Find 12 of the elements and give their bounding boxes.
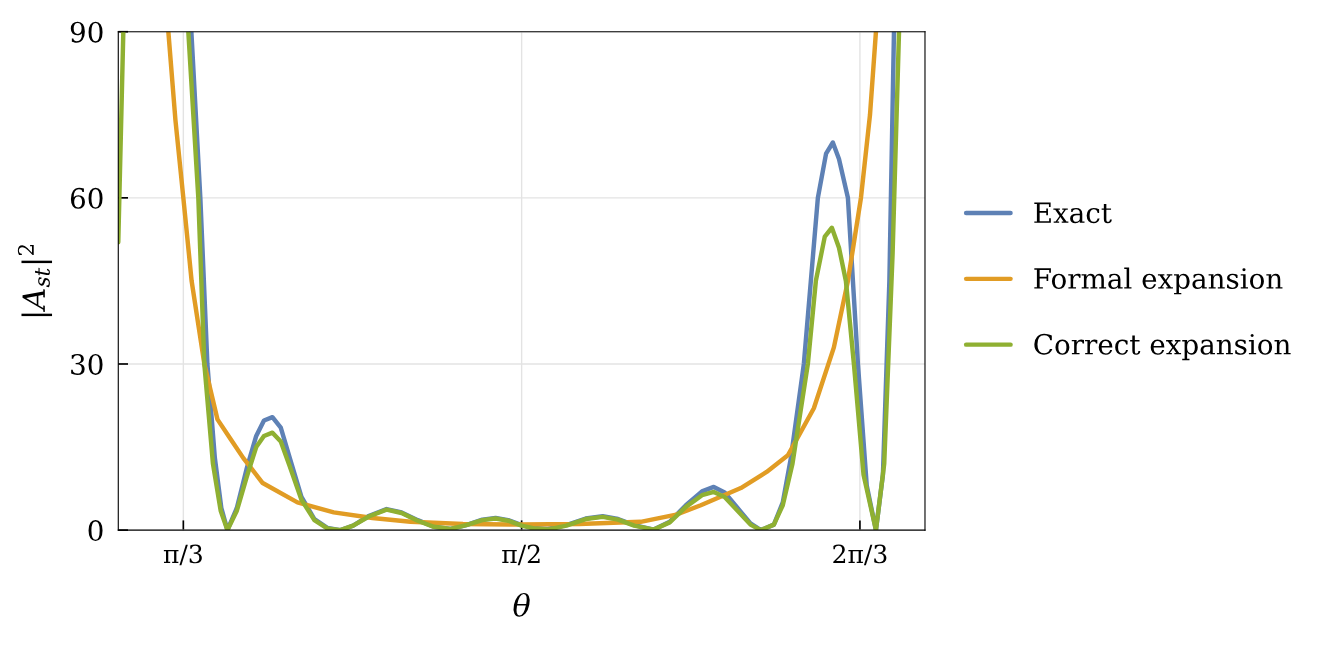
legend-label: Formal expansion (1034, 267, 1283, 295)
y-tick-label: 0 (88, 520, 103, 542)
x-tick-label: 2π/3 (833, 544, 887, 566)
x-axis-title: θ (513, 592, 530, 617)
legend-label: Exact (1034, 202, 1112, 224)
x-tick-label: π/2 (502, 544, 540, 566)
y-tick-label: 30 (71, 353, 103, 375)
y-tick-label: 90 (70, 21, 103, 43)
legend-label: Correct expansion (1034, 333, 1291, 361)
y-axis-title: |A$_{st}$|$^{2}$ (17, 244, 53, 317)
y-tick-label: 60 (70, 187, 103, 209)
x-tick-label: π/3 (163, 544, 202, 566)
